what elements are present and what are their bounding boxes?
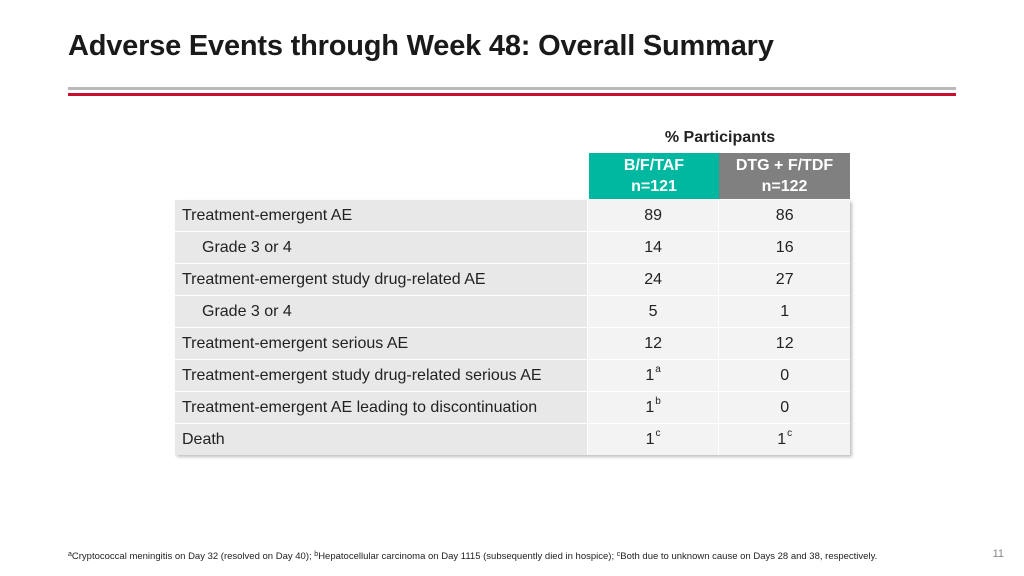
column-n: n=122: [761, 178, 808, 195]
dtg-ftdf-value-cell: 12: [718, 328, 850, 359]
footnote-marker: a: [68, 551, 72, 558]
column-header-dtg-ftdf: DTG + F/TDF n=122: [719, 153, 850, 199]
adverse-events-table: Treatment-emergent AE 89 86 Grade 3 or 4 14 1…: [175, 200, 850, 455]
title-divider-gray: [68, 87, 956, 90]
footnote-superscript: c: [787, 428, 793, 439]
row-label: Treatment-emergent AE: [175, 200, 587, 231]
cell-value: 16: [775, 238, 794, 256]
cell-value: 14: [644, 238, 662, 256]
footnote-superscript: c: [655, 428, 661, 439]
participants-group-header: % Participants: [664, 129, 776, 146]
page-number: 11: [992, 548, 1004, 560]
bftaf-value-cell: 14: [586, 232, 719, 263]
column-name: B/F/TAF: [623, 157, 685, 174]
table-row: Treatment-emergent AE 89 86: [175, 200, 850, 231]
row-label: Grade 3 or 4: [175, 232, 587, 263]
footnote-marker: b: [314, 551, 319, 558]
dtg-ftdf-value-cell: 1: [718, 296, 850, 327]
footnote-text: Cryptococcal meningitis on Day 32 (resol…: [71, 551, 315, 562]
cell-value: 1: [645, 430, 655, 448]
dtg-ftdf-value-cell: 16: [718, 232, 850, 263]
column-name: DTG + F/TDF: [735, 157, 834, 174]
cell-value: 12: [775, 334, 794, 352]
table-row: Grade 3 or 4 5 1: [175, 295, 850, 327]
bftaf-value-cell: 12: [586, 328, 719, 359]
cell-value: 24: [644, 270, 662, 288]
cell-value: 86: [775, 206, 794, 224]
row-label: Treatment-emergent study drug-related se…: [175, 360, 587, 391]
cell-value: 12: [644, 334, 662, 352]
row-label: Treatment-emergent AE leading to discont…: [175, 392, 587, 423]
footnote-text: Both due to unknown cause on Days 28 and…: [620, 551, 878, 562]
cell-value: 5: [648, 302, 658, 320]
table-row: Grade 3 or 4 14 16: [175, 231, 850, 263]
cell-value: 27: [775, 270, 794, 288]
table-row: Treatment-emergent serious AE 12 12: [175, 327, 850, 359]
row-label: Treatment-emergent serious AE: [175, 328, 587, 359]
dtg-ftdf-value-cell: 0: [718, 392, 850, 423]
cell-value: 0: [780, 398, 790, 416]
footnote-text: Hepatocellular carcinoma on Day 1115 (su…: [318, 551, 617, 562]
bftaf-value-cell: 5: [586, 296, 719, 327]
title-divider-red: [68, 93, 956, 96]
cell-value: 0: [780, 366, 790, 384]
cell-value: 1: [780, 302, 790, 320]
table-row: Treatment-emergent AE leading to discont…: [175, 391, 850, 423]
footnote-superscript: a: [655, 364, 661, 375]
footnote-marker: c: [616, 551, 621, 558]
cell-value: 89: [644, 206, 662, 224]
cell-value: 1: [645, 366, 655, 384]
cell-value: 1: [777, 430, 787, 448]
table-row: Death 1 c 1 c: [175, 423, 850, 455]
column-header-bftaf: B/F/TAF n=121: [589, 153, 719, 199]
table-row: Treatment-emergent study drug-related se…: [175, 359, 850, 391]
dtg-ftdf-value-cell: 86: [718, 200, 850, 231]
row-label: Death: [175, 424, 587, 455]
row-label: Treatment-emergent study drug-related AE: [175, 264, 587, 295]
column-n: n=121: [631, 178, 677, 195]
table-row: Treatment-emergent study drug-related AE…: [175, 263, 850, 295]
dtg-ftdf-value-cell: 27: [718, 264, 850, 295]
slide-title: Adverse Events through Week 48: Overall …: [68, 30, 774, 62]
footnote-superscript: b: [655, 396, 661, 407]
dtg-ftdf-value-cell: 0: [718, 360, 850, 391]
row-label: Grade 3 or 4: [175, 296, 587, 327]
cell-value: 1: [645, 398, 655, 416]
footnotes: aCryptococcal meningitis on Day 32 (reso…: [68, 551, 877, 562]
bftaf-value-cell: 89: [586, 200, 719, 231]
bftaf-value-cell: 24: [586, 264, 719, 295]
